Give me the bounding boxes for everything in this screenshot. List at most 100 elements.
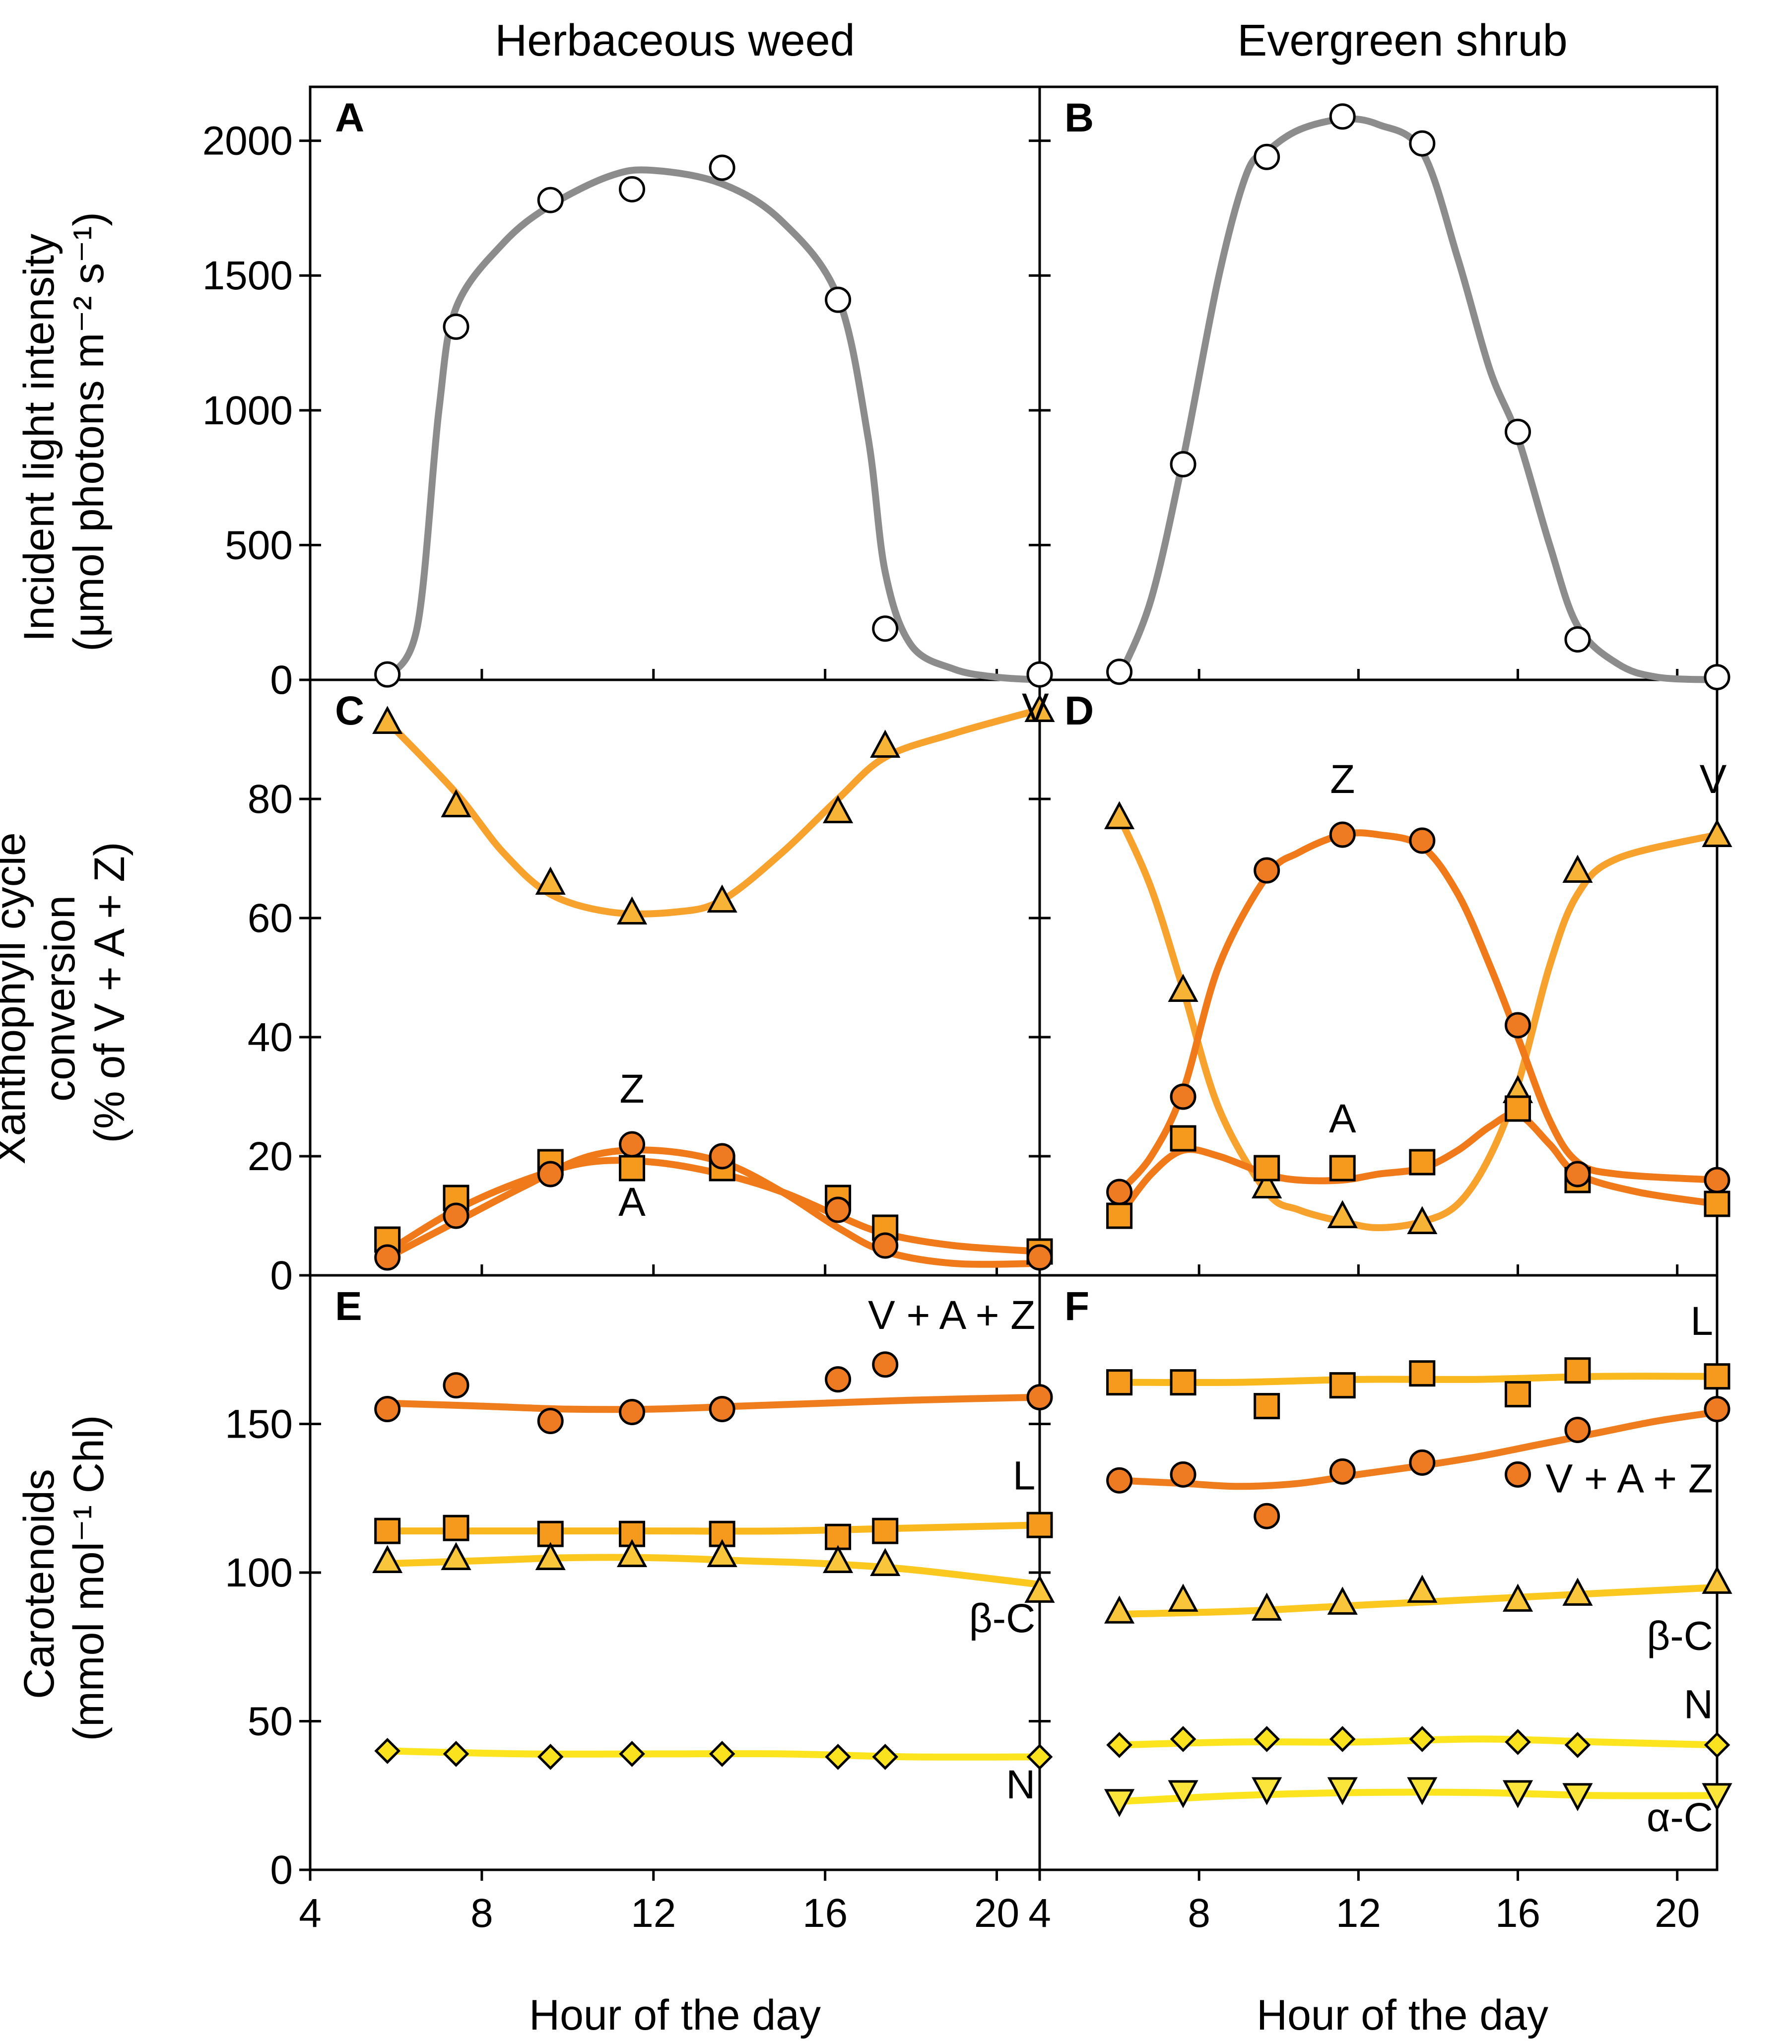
panel-d-label-Z: Z <box>1330 757 1355 802</box>
panel-e-ytick-label: 150 <box>225 1402 293 1447</box>
panel-c-ytick-label: 20 <box>248 1134 293 1179</box>
panel-e-point-bC <box>870 1548 901 1576</box>
panel-f-point-VAZ <box>1704 1396 1730 1423</box>
panel-d-point-Z <box>1564 1161 1591 1187</box>
panel-c-point-V <box>1024 694 1055 722</box>
panel-f-xtick-label: 12 <box>1336 1891 1381 1936</box>
panel-f-point-bC <box>1407 1575 1438 1603</box>
panel-e-label-L: L <box>1013 1453 1036 1498</box>
panel-f-point-N <box>1106 1732 1132 1758</box>
panel-d-fit-V <box>1116 813 1721 1231</box>
panel-a-ytick-label: 2000 <box>202 119 293 164</box>
panel-c-point-V <box>616 896 648 924</box>
panel-e-xtick-label: 16 <box>802 1891 848 1936</box>
y-axis-label-carotenoids-line1: Carotenoids <box>15 1469 63 1699</box>
panel-f-point-aC <box>1562 1783 1593 1811</box>
panel-b-fit-Light <box>1116 115 1721 683</box>
panel-f-xtick-label: 8 <box>1188 1891 1210 1936</box>
panel-c-label-A: A <box>618 1180 646 1225</box>
panel-f-point-bC <box>1104 1595 1135 1624</box>
panel-f-point-N <box>1170 1726 1196 1752</box>
panel-e-point-bC <box>707 1539 737 1567</box>
panel-f-point-N <box>1329 1726 1356 1752</box>
panel-c-ytick-label: 40 <box>248 1015 293 1060</box>
panel-c-ytick-label: 80 <box>248 777 293 822</box>
panel-b-frame <box>1038 85 1719 681</box>
panel-e-point-bC <box>441 1542 471 1570</box>
panel-d-letter: D <box>1064 688 1094 733</box>
panel-f-point-L <box>1505 1381 1531 1408</box>
panel-a-point-Light <box>1026 661 1053 688</box>
panel-e-point-N <box>619 1741 645 1767</box>
panel-d-point-A <box>1106 1202 1133 1229</box>
panel-c-frame <box>309 678 1041 1277</box>
panel-a-point-Light <box>825 286 852 313</box>
panel-e-fit-VAZ <box>384 1393 1043 1413</box>
panel-f-label-L: L <box>1690 1299 1713 1344</box>
panel-a-point-Light <box>619 176 646 202</box>
panel-d-point-A <box>1409 1149 1436 1176</box>
panel-a-fit-Light <box>384 166 1043 683</box>
panel-c-point-V <box>870 729 901 758</box>
panel-c-point-Z <box>443 1202 469 1229</box>
panel-c-fit-V <box>384 706 1043 918</box>
panel-f-xtick-label: 4 <box>1028 1891 1051 1936</box>
panel-a-ytick-label: 500 <box>225 523 293 568</box>
panel-d-point-A <box>1170 1125 1196 1152</box>
panel-f-point-bC <box>1562 1578 1593 1606</box>
panel-c-point-V <box>441 789 471 817</box>
panel-a-point-Light <box>537 187 564 213</box>
panel-f-point-bC <box>1327 1586 1358 1615</box>
panel-b-point-Light <box>1170 451 1196 477</box>
panel-f-point-aC <box>1327 1777 1358 1805</box>
panel-d-point-V <box>1562 855 1593 883</box>
panel-b-point-Light <box>1505 418 1531 445</box>
panel-f-point-bC <box>1702 1566 1732 1594</box>
panel-d-point-V <box>1327 1200 1358 1228</box>
panel-f-label-aC: α-C <box>1647 1795 1713 1840</box>
panel-e-ytick-label: 50 <box>248 1699 293 1744</box>
panel-e-point-VAZ <box>374 1396 401 1423</box>
fit-curves <box>384 115 1721 1805</box>
panel-c-ytick-label: 0 <box>270 658 293 703</box>
panel-e-point-bC <box>1024 1575 1055 1603</box>
panel-d-point-A <box>1704 1190 1730 1217</box>
panel-e-point-VAZ <box>443 1372 469 1399</box>
panel-c-point-V <box>707 884 737 913</box>
panel-a-point-Light <box>872 615 899 642</box>
panel-e-point-L <box>1026 1512 1053 1538</box>
panel-f-point-VAZ <box>1106 1467 1133 1494</box>
column-title-left: Herbaceous weed <box>495 16 855 66</box>
panel-a-ytick-label: 1000 <box>202 388 293 433</box>
x-axis-label-right: Hour of the day <box>1257 1991 1548 2039</box>
panel-f-point-L <box>1564 1357 1591 1384</box>
panel-d-point-Z <box>1329 821 1356 848</box>
panel-f-point-VAZ <box>1409 1449 1436 1476</box>
panel-f-point-VAZ <box>1505 1461 1531 1488</box>
panel-e-label-bC: β-C <box>969 1596 1036 1641</box>
column-title-right: Evergreen shrub <box>1237 16 1567 66</box>
panel-e-point-bC <box>822 1545 854 1573</box>
panel-d-point-Z <box>1409 827 1436 854</box>
panel-f-point-VAZ <box>1170 1461 1196 1488</box>
panel-e-xtick-label: 20 <box>974 1891 1019 1936</box>
panel-d-label-A: A <box>1329 1096 1356 1141</box>
panel-e-point-VAZ <box>872 1351 899 1378</box>
panel-c-point-Z <box>1026 1244 1053 1271</box>
panel-f-point-aC <box>1168 1780 1198 1808</box>
panel-a-ytick-label: 1500 <box>202 253 293 298</box>
panel-e-point-L <box>374 1517 401 1544</box>
panel-b-point-Light <box>1564 626 1591 653</box>
panel-f-point-L <box>1409 1360 1436 1387</box>
panel-c-label-V: V <box>1022 685 1049 730</box>
panel-e-label-VAZ: V + A + Z <box>868 1293 1035 1338</box>
panel-c-point-Z <box>872 1232 899 1259</box>
panel-e-point-N <box>872 1744 899 1770</box>
x-axis-label-left: Hour of the day <box>529 1991 821 2039</box>
panel-f-point-L <box>1704 1363 1730 1390</box>
panel-f-point-N <box>1409 1726 1436 1752</box>
panel-d-point-Z <box>1254 857 1280 884</box>
panel-f-point-VAZ <box>1329 1458 1356 1485</box>
panel-e-point-VAZ <box>825 1366 852 1393</box>
panel-c-point-Z <box>537 1161 564 1187</box>
